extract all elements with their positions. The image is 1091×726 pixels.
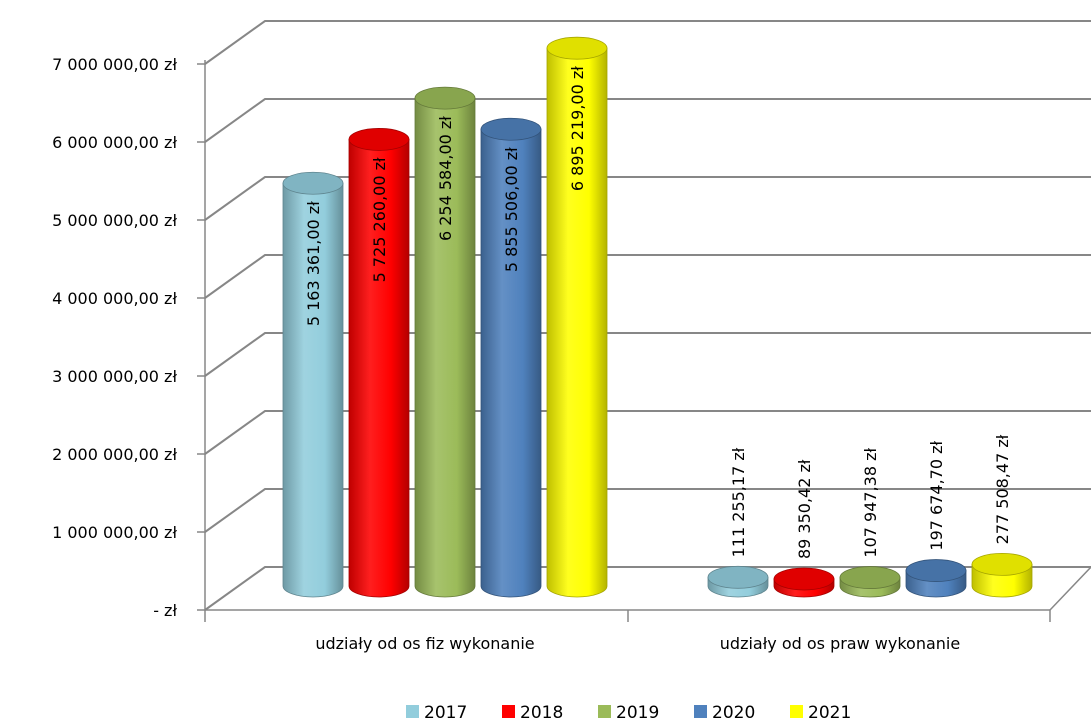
bar-body bbox=[546, 47, 608, 598]
data-label: 277 508,47 zł bbox=[993, 434, 1012, 544]
bar-top bbox=[707, 565, 769, 589]
y-tick-label: 1 000 000,00 zł bbox=[52, 523, 177, 542]
bar-body bbox=[348, 139, 410, 598]
bar-2017-fiz bbox=[282, 171, 344, 598]
bar-2020-praw bbox=[905, 559, 967, 598]
y-tick-label: 7 000 000,00 zł bbox=[52, 55, 177, 74]
bar-2019-praw bbox=[839, 566, 901, 598]
gridline bbox=[204, 254, 1091, 299]
gridline bbox=[204, 176, 1091, 221]
bar-2020-fiz bbox=[480, 117, 542, 598]
y-tick-label: 3 000 000,00 zł bbox=[52, 367, 177, 386]
bar-2021-fiz bbox=[546, 36, 608, 598]
y-tick-label: - zł bbox=[153, 601, 177, 620]
data-label: 5 163 361,00 zł bbox=[304, 201, 323, 326]
bar-body bbox=[282, 182, 344, 598]
legend-swatch-2019 bbox=[598, 705, 611, 718]
bar-2017-praw bbox=[707, 565, 769, 598]
legend-swatch-2021 bbox=[790, 705, 803, 718]
bar-top bbox=[348, 128, 410, 151]
bar-top bbox=[480, 117, 542, 141]
legend-swatch-2020 bbox=[694, 705, 707, 718]
legend-label: 2020 bbox=[712, 703, 755, 723]
legend-label: 2019 bbox=[616, 703, 659, 723]
bar-body bbox=[414, 97, 476, 598]
bar-2018-praw bbox=[773, 567, 835, 598]
data-label: 111 255,17 zł bbox=[729, 447, 748, 557]
x-category-label: udziały od os fiz wykonanie bbox=[315, 634, 534, 653]
floor-right-edge bbox=[1049, 566, 1091, 611]
legend-swatch-2017 bbox=[406, 705, 419, 718]
bar-top bbox=[546, 36, 608, 60]
gridline bbox=[204, 332, 1091, 377]
data-label: 6 254 584,00 zł bbox=[436, 116, 455, 241]
bar-top bbox=[773, 567, 835, 591]
gridline bbox=[204, 20, 1091, 65]
y-tick-label: 2 000 000,00 zł bbox=[52, 445, 177, 464]
bar-2019-fiz bbox=[414, 86, 476, 598]
data-label: 107 947,38 zł bbox=[861, 447, 880, 557]
x-axis: udziały od os fiz wykonanie udziały od os… bbox=[204, 566, 1091, 653]
x-category-label: udziały od os praw wykonanie bbox=[720, 634, 960, 653]
bar-top bbox=[414, 86, 476, 110]
bars bbox=[282, 36, 1033, 598]
bar-2018-fiz bbox=[348, 128, 410, 598]
bar-top bbox=[971, 552, 1033, 576]
y-tick-label: 4 000 000,00 zł bbox=[52, 289, 177, 308]
bar-top bbox=[905, 559, 967, 582]
y-axis-ticks: - zł 1 000 000,00 zł 2 000 000,00 zł 3 000 … bbox=[52, 55, 205, 620]
gridline bbox=[204, 566, 1091, 611]
bar-2021-praw bbox=[971, 552, 1033, 598]
legend-swatch-2018 bbox=[502, 705, 515, 718]
legend: 2017 2018 2019 2020 2021 bbox=[406, 703, 851, 723]
y-tick-label: 6 000 000,00 zł bbox=[52, 133, 177, 152]
data-label: 197 674,70 zł bbox=[927, 440, 946, 550]
bar-body bbox=[480, 128, 542, 598]
bar-top bbox=[282, 171, 344, 195]
legend-label: 2021 bbox=[808, 703, 851, 723]
gridlines bbox=[204, 20, 1091, 611]
bar-top bbox=[839, 566, 901, 589]
data-label: 89 350,42 zł bbox=[795, 459, 814, 559]
gridline bbox=[204, 410, 1091, 455]
legend-label: 2018 bbox=[520, 703, 563, 723]
data-labels: 5 163 361,00 zł 111 255,17 zł 5 725 260,00… bbox=[304, 66, 1012, 559]
data-label: 6 895 219,00 zł bbox=[568, 66, 587, 191]
data-label: 5 855 506,00 zł bbox=[502, 147, 521, 272]
y-tick-label: 5 000 000,00 zł bbox=[52, 211, 177, 230]
gridline bbox=[204, 488, 1091, 533]
legend-label: 2017 bbox=[424, 703, 467, 723]
data-label: 5 725 260,00 zł bbox=[370, 157, 389, 282]
gridline bbox=[204, 98, 1091, 143]
